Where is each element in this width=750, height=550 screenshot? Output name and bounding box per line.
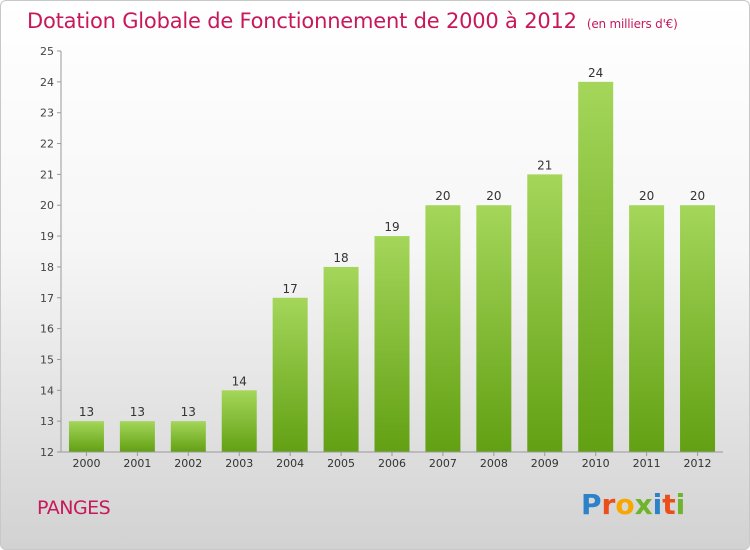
x-tick-label: 2007 [429,457,457,470]
bar-value-label: 18 [333,251,348,265]
y-tick-label: 19 [40,230,54,243]
bar [374,236,410,452]
proxiti-logo[interactable]: Proxiti [581,488,685,521]
y-tick-label: 23 [40,107,54,120]
bar [221,390,257,452]
x-tick-label: 2009 [531,457,559,470]
bar [629,205,665,452]
logo-letter: t [662,488,676,521]
logo-letter: i [675,488,686,521]
x-tick-label: 2008 [480,457,508,470]
y-tick-label: 16 [40,323,54,336]
bar-value-label: 17 [283,282,298,296]
bar [578,81,614,452]
x-tick-label: 2003 [225,457,253,470]
x-tick-label: 2011 [633,457,661,470]
bar-value-label: 20 [486,189,501,203]
y-tick-label: 20 [40,199,54,212]
y-tick-label: 22 [40,138,54,151]
y-tick-label: 13 [40,415,54,428]
bar [527,174,563,452]
x-tick-label: 2002 [174,457,202,470]
chart-unit: (en milliers d'€) [586,17,678,31]
logo-letter: P [581,488,602,521]
bar-value-label: 24 [588,66,603,80]
logo-letter: o [615,488,635,521]
commune-name: PANGES [37,497,111,519]
y-tick-label: 12 [40,446,54,459]
bar-value-label: 14 [232,374,247,388]
x-tick-label: 2012 [684,457,712,470]
logo-letter: i [652,488,663,521]
bar [425,205,461,452]
bar [119,421,155,452]
chart-title-text: Dotation Globale de Fonctionnement de 20… [27,9,577,33]
x-tick-label: 2000 [72,457,100,470]
bar [170,421,206,452]
logo-letter: x [634,488,653,521]
bar-value-label: 13 [181,405,196,419]
y-tick-label: 24 [40,76,54,89]
y-tick-label: 14 [40,384,54,397]
x-tick-label: 2004 [276,457,304,470]
x-tick-label: 2006 [378,457,406,470]
bar [272,297,308,452]
x-tick-label: 2010 [582,457,610,470]
y-tick-label: 25 [40,45,54,58]
bar-value-label: 13 [130,405,145,419]
bar [680,205,716,452]
y-tick-label: 21 [40,168,54,181]
chart-title: Dotation Globale de Fonctionnement de 20… [27,9,678,33]
logo-letter: r [601,488,616,521]
bar-value-label: 20 [690,189,705,203]
bar-value-label: 13 [79,405,94,419]
bar-value-label: 21 [537,158,552,172]
bar [323,266,359,452]
bar-value-label: 19 [384,220,399,234]
x-tick-label: 2005 [327,457,355,470]
y-tick-label: 15 [40,353,54,366]
y-tick-label: 18 [40,261,54,274]
bar [68,421,104,452]
bar [476,205,512,452]
bar-value-label: 20 [639,189,654,203]
x-tick-label: 2001 [123,457,151,470]
bar-value-label: 20 [435,189,450,203]
y-tick-label: 17 [40,292,54,305]
